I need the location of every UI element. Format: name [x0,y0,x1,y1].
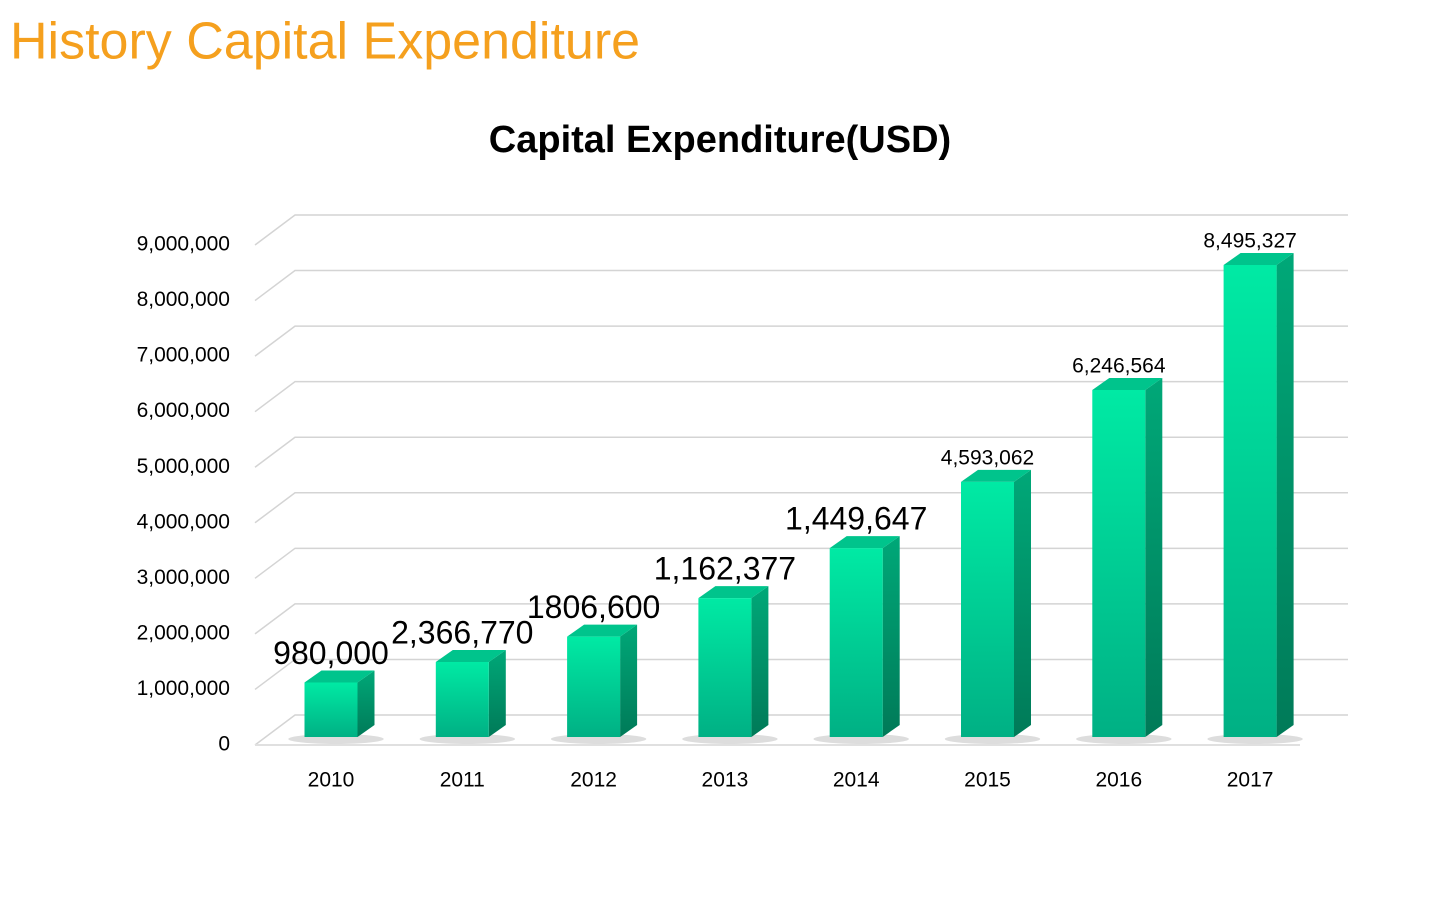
bar-top [435,650,506,662]
data-label: 4,593,062 [941,446,1034,469]
y-tick-label: 9,000,000 [137,233,230,256]
bar-side [882,536,900,737]
x-tick-label: 2012 [570,769,617,792]
x-tick-label: 2011 [440,769,485,792]
data-label: 2,366,770 [391,614,533,650]
page-title: History Capital Expenditure [10,13,640,71]
bar-front [567,636,621,737]
bar-front [1223,265,1277,737]
bar-top [1092,377,1163,390]
bar-side [1145,377,1163,737]
bar-side [357,670,375,737]
x-tick-label: 2016 [1095,769,1142,792]
y-tick-label: 8,000,000 [137,288,230,311]
bar-front [698,598,752,737]
grid-line [254,658,1348,691]
grid-line [254,436,1348,468]
bar [1223,253,1294,737]
bar-top [567,624,638,637]
data-label: 1806,600 [527,589,660,625]
bar-front [961,481,1014,737]
bar [961,469,1031,737]
bar [304,670,375,737]
bar-front [435,662,489,737]
bar-top [698,586,769,599]
bar [698,586,769,737]
bar [829,536,900,737]
y-tick-label: 0 [218,733,230,756]
data-label: 980,000 [273,635,389,671]
bar-side [1014,469,1031,737]
bar [435,650,506,737]
bar-front [304,682,358,737]
x-tick-label: 2014 [833,769,880,792]
data-label: 8,495,327 [1203,230,1296,253]
grid-line [254,325,1348,357]
bar-top [1223,253,1294,266]
y-tick-label: 6,000,000 [137,399,230,422]
x-tick-label: 2010 [308,769,355,792]
chart-title: Capital Expenditure(USD) [489,119,951,161]
grid-line [254,380,1348,413]
data-label: 1,162,377 [654,551,796,587]
y-tick-label: 2,000,000 [137,621,230,644]
bar-top [961,469,1031,482]
bar-top [304,670,375,683]
grid-line [254,214,1348,246]
bar-top [829,536,900,549]
y-tick-label: 1,000,000 [137,677,230,700]
bar [567,624,638,737]
x-tick-label: 2015 [964,769,1011,792]
bar-front [829,548,883,737]
y-tick-label: 7,000,000 [137,344,230,367]
bar [1092,377,1163,737]
data-label: 1,449,647 [785,501,927,537]
grid-line [254,547,1348,579]
grid-line [254,269,1348,302]
data-label: 6,246,564 [1072,355,1166,378]
bar-side [620,624,638,737]
grid-line [254,714,1348,746]
x-tick-label: 2017 [1227,769,1274,792]
bar-side [1276,253,1294,737]
y-tick-label: 5,000,000 [137,455,230,478]
x-tick-label: 2013 [702,769,749,792]
bar-front [1092,389,1146,737]
bar-side [751,586,769,737]
bar-side [488,650,506,737]
y-tick-label: 3,000,000 [137,566,230,589]
y-tick-label: 4,000,000 [137,510,230,533]
